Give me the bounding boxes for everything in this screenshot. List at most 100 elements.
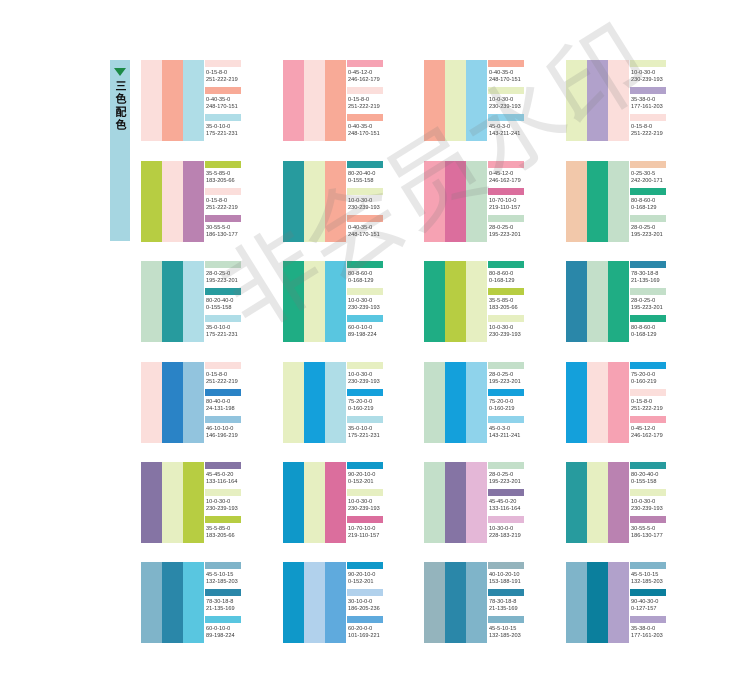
palette-card[interactable]: 0-45-12-0 246-162-179 0-15-8-0 251-222-219 0… bbox=[283, 60, 384, 141]
color-stripe bbox=[304, 562, 325, 643]
palette-card[interactable]: 28-0-25-0 195-223-201 75-20-0-0 0-160-219 45… bbox=[424, 362, 525, 443]
color-swatch-chip bbox=[347, 589, 383, 596]
palette-card[interactable]: 90-20-10-0 0-152-201 30-10-0-0 186-205-236 6… bbox=[283, 562, 384, 643]
color-stripe bbox=[424, 60, 445, 141]
color-stripe bbox=[466, 362, 487, 443]
cmyk-code: 45-5-10-15 bbox=[489, 626, 517, 632]
palette-card[interactable]: 28-0-25-0 195-223-201 45-45-0-20 133-116-16… bbox=[424, 462, 525, 543]
color-stripe bbox=[608, 462, 629, 543]
rgb-code: 230-239-193 bbox=[348, 205, 380, 211]
palette-card[interactable]: 80-8-60-0 0-168-129 10-0-30-0 230-239-193 60… bbox=[283, 261, 384, 342]
cmyk-code: 28-0-25-0 bbox=[489, 472, 514, 478]
palette-card[interactable]: 80-20-40-0 0-155-158 10-0-30-0 230-239-193 0… bbox=[283, 161, 384, 242]
rgb-code: 0-155-158 bbox=[206, 305, 232, 311]
rgb-code: 246-162-179 bbox=[489, 178, 521, 184]
color-stripe bbox=[566, 161, 587, 242]
color-stripe bbox=[445, 161, 466, 242]
palette-card[interactable]: 45-5-10-15 132-185-203 78-30-18-8 21-135-16… bbox=[141, 562, 242, 643]
color-stripe bbox=[304, 60, 325, 141]
palette-card[interactable]: 80-8-60-0 0-168-129 35-5-85-0 183-205-66 10-… bbox=[424, 261, 525, 342]
cmyk-code: 45-45-0-20 bbox=[489, 499, 517, 505]
color-swatch-chip bbox=[630, 462, 666, 469]
palette-card[interactable]: 78-30-18-8 21-135-169 28-0-25-0 195-223-201… bbox=[566, 261, 667, 342]
palette-card[interactable]: 45-5-10-15 132-185-203 90-40-30-0 0-127-157… bbox=[566, 562, 667, 643]
cmyk-code: 28-0-25-0 bbox=[631, 225, 656, 231]
color-swatch-chip bbox=[205, 288, 241, 295]
color-stripe bbox=[566, 562, 587, 643]
rgb-code: 195-223-201 bbox=[489, 379, 521, 385]
palette-card[interactable]: 45-45-0-20 133-116-164 10-0-30-0 230-239-19… bbox=[141, 462, 242, 543]
cmyk-code: 0-15-8-0 bbox=[631, 399, 653, 405]
palette-card[interactable]: 0-40-35-0 248-170-151 10-0-30-0 230-239-193… bbox=[424, 60, 525, 141]
cmyk-code: 35-38-0-0 bbox=[631, 626, 656, 632]
cmyk-code: 75-20-0-0 bbox=[631, 372, 656, 378]
palette-card[interactable]: 35-5-85-0 183-205-66 0-15-8-0 251-222-219 30… bbox=[141, 161, 242, 242]
cmyk-code: 0-40-35-0 bbox=[206, 97, 231, 103]
cmyk-code: 0-15-8-0 bbox=[206, 372, 228, 378]
color-swatch-chip bbox=[630, 288, 666, 295]
color-stripe bbox=[424, 362, 445, 443]
color-stripe bbox=[325, 161, 346, 242]
color-stripe bbox=[445, 362, 466, 443]
color-swatch-chip bbox=[205, 416, 241, 423]
cmyk-code: 30-55-5-0 bbox=[631, 526, 656, 532]
rgb-code: 195-223-201 bbox=[489, 232, 521, 238]
rgb-code: 146-196-219 bbox=[206, 433, 238, 439]
rgb-code: 0-168-129 bbox=[489, 278, 515, 284]
color-stripe bbox=[608, 161, 629, 242]
color-stripe bbox=[424, 261, 445, 342]
color-swatch-chip bbox=[205, 462, 241, 469]
color-swatch-chip bbox=[488, 315, 524, 322]
rgb-code: 89-198-224 bbox=[206, 633, 235, 639]
sidebar-category-tab[interactable]: 三色配色 bbox=[110, 60, 130, 241]
palette-card[interactable]: 28-0-25-0 195-223-201 80-20-40-0 0-155-158 3… bbox=[141, 261, 242, 342]
rgb-code: 143-211-241 bbox=[489, 131, 521, 137]
palette-card[interactable]: 75-20-0-0 0-160-219 0-15-8-0 251-222-219 0-4… bbox=[566, 362, 667, 443]
palette-card[interactable]: 0-45-12-0 246-162-179 10-70-10-0 219-110-15… bbox=[424, 161, 525, 242]
color-swatch-chip bbox=[630, 489, 666, 496]
palette-card[interactable]: 0-25-30-5 242-200-171 80-8-60-0 0-168-129 28… bbox=[566, 161, 667, 242]
cmyk-code: 0-45-12-0 bbox=[489, 171, 514, 177]
rgb-code: 177-161-203 bbox=[631, 104, 663, 110]
rgb-code: 175-221-231 bbox=[348, 433, 380, 439]
color-stripe bbox=[325, 60, 346, 141]
cmyk-code: 80-8-60-0 bbox=[348, 271, 373, 277]
rgb-code: 230-239-193 bbox=[489, 332, 521, 338]
rgb-code: 195-223-201 bbox=[489, 479, 521, 485]
color-swatch-chip bbox=[630, 516, 666, 523]
cmyk-code: 80-8-60-0 bbox=[631, 325, 656, 331]
rgb-code: 175-221-231 bbox=[206, 332, 238, 338]
rgb-code: 0-152-201 bbox=[348, 579, 374, 585]
cmyk-code: 0-40-35-0 bbox=[489, 70, 514, 76]
color-stripe bbox=[608, 562, 629, 643]
rgb-code: 230-239-193 bbox=[206, 506, 238, 512]
rgb-code: 0-160-219 bbox=[489, 406, 515, 412]
palette-card[interactable]: 0-15-8-0 251-222-219 0-40-35-0 248-170-151 3… bbox=[141, 60, 242, 141]
cmyk-code: 10-70-10-0 bbox=[348, 526, 376, 532]
palette-card[interactable]: 0-15-8-0 251-222-219 80-40-0-0 24-131-198 46… bbox=[141, 362, 242, 443]
color-stripe bbox=[587, 462, 608, 543]
color-swatch-chip bbox=[347, 215, 383, 222]
palette-card[interactable]: 80-20-40-0 0-155-158 10-0-30-0 230-239-193 3… bbox=[566, 462, 667, 543]
rgb-code: 251-222-219 bbox=[631, 131, 663, 137]
color-swatch-chip bbox=[205, 114, 241, 121]
cmyk-code: 28-0-25-0 bbox=[489, 225, 514, 231]
palette-card[interactable]: 10-0-30-0 230-239-193 35-38-0-0 177-161-203… bbox=[566, 60, 667, 141]
color-stripe bbox=[587, 261, 608, 342]
rgb-code: 177-161-203 bbox=[631, 633, 663, 639]
palette-card[interactable]: 40-10-20-10 153-188-191 78-30-18-8 21-135-1… bbox=[424, 562, 525, 643]
palette-card[interactable]: 10-0-30-0 230-239-193 75-20-0-0 0-160-219 35… bbox=[283, 362, 384, 443]
cmyk-code: 75-20-0-0 bbox=[489, 399, 514, 405]
color-swatch-chip bbox=[205, 616, 241, 623]
rgb-code: 183-205-66 bbox=[206, 533, 235, 539]
color-swatch-chip bbox=[347, 462, 383, 469]
cmyk-code: 80-40-0-0 bbox=[206, 399, 231, 405]
cmyk-code: 78-30-18-8 bbox=[631, 271, 659, 277]
color-stripe bbox=[466, 161, 487, 242]
color-swatch-chip bbox=[630, 188, 666, 195]
cmyk-code: 90-40-30-0 bbox=[631, 599, 659, 605]
cmyk-code: 35-5-85-0 bbox=[206, 526, 231, 532]
color-stripe bbox=[587, 562, 608, 643]
palette-card[interactable]: 90-20-10-0 0-152-201 10-0-30-0 230-239-193 1… bbox=[283, 462, 384, 543]
color-swatch-chip bbox=[488, 589, 524, 596]
